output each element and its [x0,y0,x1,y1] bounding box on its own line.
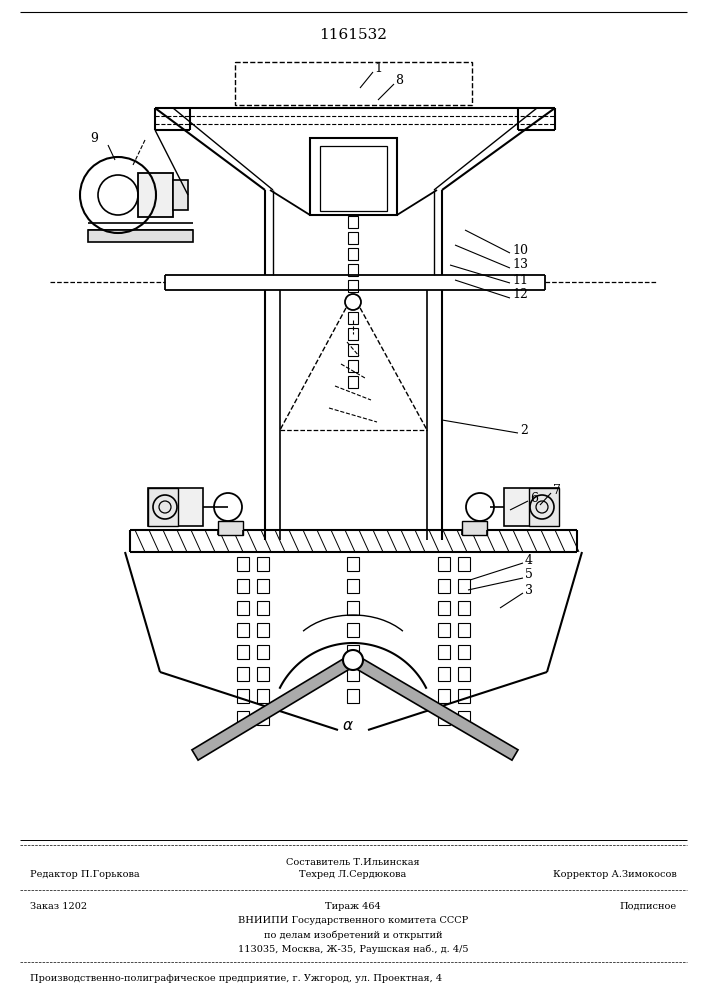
Bar [348,264,358,276]
Bar [257,557,269,571]
Bar [458,711,470,725]
Text: 3: 3 [525,584,533,596]
Bar [138,173,173,217]
Bar [148,488,178,526]
Bar [348,248,358,260]
Text: Подписное: Подписное [620,902,677,911]
Bar [347,579,359,593]
Circle shape [345,294,361,310]
Bar [148,488,203,526]
Text: Производственно-полиграфическое предприятие, г. Ужгород, ул. Проектная, 4: Производственно-полиграфическое предприя… [30,974,442,983]
Bar [237,667,249,681]
Bar [257,711,269,725]
Bar [529,488,559,526]
Bar [237,579,249,593]
Text: Корректор А.Зимокосов: Корректор А.Зимокосов [554,870,677,879]
Bar [458,689,470,703]
Bar [237,711,249,725]
Bar [347,557,359,571]
Text: по делам изобретений и открытий: по делам изобретений и открытий [264,930,443,940]
Bar [438,689,450,703]
Bar [438,623,450,637]
Bar [237,623,249,637]
Bar [504,488,559,526]
Bar [257,601,269,615]
Bar [462,521,487,535]
Bar [347,645,359,659]
Bar [257,623,269,637]
Text: ВНИИПИ Государственного комитета СССР: ВНИИПИ Государственного комитета СССР [238,916,468,925]
Bar [458,557,470,571]
Bar [237,689,249,703]
Text: 6: 6 [530,491,538,504]
Bar [237,557,249,571]
Bar [458,601,470,615]
Bar [438,601,450,615]
Text: 8: 8 [395,74,403,87]
Bar [348,216,358,228]
Text: 5: 5 [525,568,533,582]
Bar [458,579,470,593]
Bar [257,645,269,659]
Bar [348,360,358,372]
Text: Заказ 1202: Заказ 1202 [30,902,87,911]
Bar [348,296,358,308]
Text: Редактор П.Горькова: Редактор П.Горькова [30,870,139,879]
Text: 113035, Москва, Ж-35, Раушская наб., д. 4/5: 113035, Москва, Ж-35, Раушская наб., д. … [238,944,468,954]
Bar [88,230,193,242]
Bar [347,601,359,615]
Text: 1: 1 [374,62,382,75]
Bar [438,711,450,725]
Text: Составитель Т.Ильинская: Составитель Т.Ильинская [286,858,420,867]
Text: 2: 2 [520,424,528,436]
Bar [237,601,249,615]
Circle shape [343,650,363,670]
Text: 11: 11 [512,273,528,286]
Text: $\alpha$: $\alpha$ [342,718,354,732]
Text: 4: 4 [525,554,533,566]
Bar [237,645,249,659]
Text: Тираж 464: Тираж 464 [325,902,381,911]
Bar [347,667,359,681]
Text: 1161532: 1161532 [319,28,387,42]
Text: 9: 9 [90,131,98,144]
Bar [348,328,358,340]
Bar [257,667,269,681]
Bar [257,579,269,593]
Bar [348,312,358,324]
Bar [458,623,470,637]
Bar [310,138,397,215]
Bar [438,579,450,593]
Bar [173,180,188,210]
Bar [438,645,450,659]
Text: 13: 13 [512,258,528,271]
Text: 12: 12 [512,288,528,302]
Bar [347,689,359,703]
Bar [348,232,358,244]
Bar [257,689,269,703]
Bar [348,376,358,388]
Text: 7: 7 [553,484,561,496]
Bar [218,521,243,535]
Bar [348,344,358,356]
Bar [458,667,470,681]
Bar [438,667,450,681]
Bar [458,645,470,659]
Polygon shape [192,655,356,760]
Bar [348,280,358,292]
Polygon shape [350,655,518,760]
Bar [320,146,387,211]
Text: 10: 10 [512,243,528,256]
Bar [438,557,450,571]
Bar [347,623,359,637]
Text: Техред Л.Сердюкова: Техред Л.Сердюкова [299,870,407,879]
